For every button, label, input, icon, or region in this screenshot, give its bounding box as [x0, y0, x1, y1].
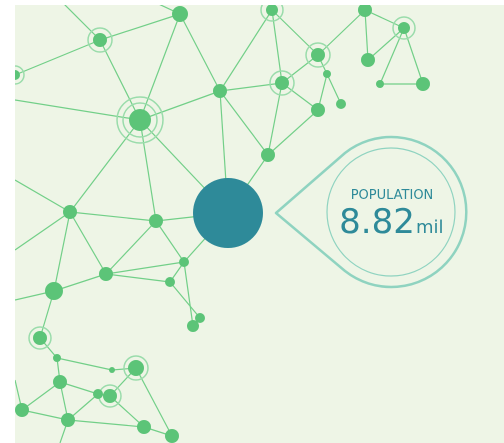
page: POPULATION 8.82 mil (() => { const data …	[0, 0, 504, 443]
infographic: POPULATION 8.82 mil	[0, 0, 504, 443]
hub-node	[193, 178, 263, 248]
callout-unit: mil	[416, 217, 444, 238]
callout-value: 8.82	[339, 202, 415, 242]
callout-label: POPULATION	[351, 188, 434, 203]
